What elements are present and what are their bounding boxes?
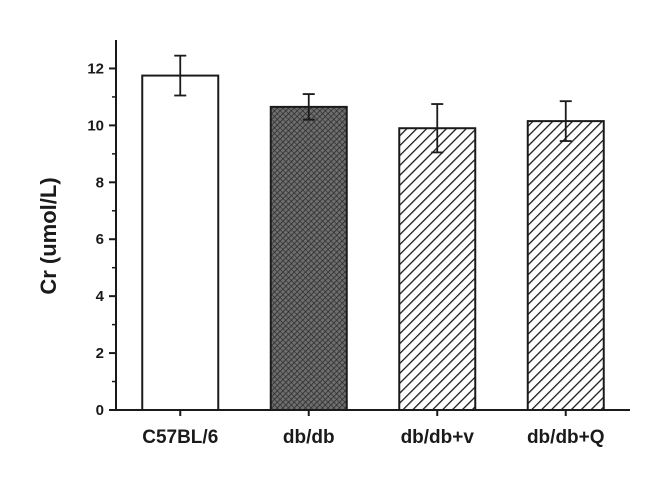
x-category-label: db/db+v: [401, 427, 475, 448]
y-tick-label: 0: [96, 402, 104, 419]
error-bars-group: [174, 54, 572, 154]
x-category-label: db/db+Q: [527, 427, 605, 448]
y-tick-label: 2: [96, 345, 104, 362]
bar-db-db-q: [526, 120, 605, 411]
x-category-label: db/db: [283, 427, 335, 448]
y-axis-title: Cr (umol/L): [36, 177, 61, 294]
y-tick-label: 4: [96, 288, 105, 305]
bar-db-db-v: [398, 127, 477, 411]
y-tick-label: 10: [87, 117, 104, 134]
bar-c57bl-6: [141, 74, 220, 411]
y-tick-label: 8: [96, 174, 104, 191]
y-tick-label: 6: [96, 231, 104, 248]
y-tick-label: 12: [87, 60, 104, 77]
x-axis-labels: C57BL/6 db/db db/db+v db/db+Q: [142, 410, 605, 448]
bars-group: [141, 74, 605, 411]
x-category-label: C57BL/6: [142, 427, 218, 448]
bar-db-db: [269, 105, 348, 411]
y-axis-ticks: 0 2 4 6 8 10 12: [87, 60, 116, 419]
